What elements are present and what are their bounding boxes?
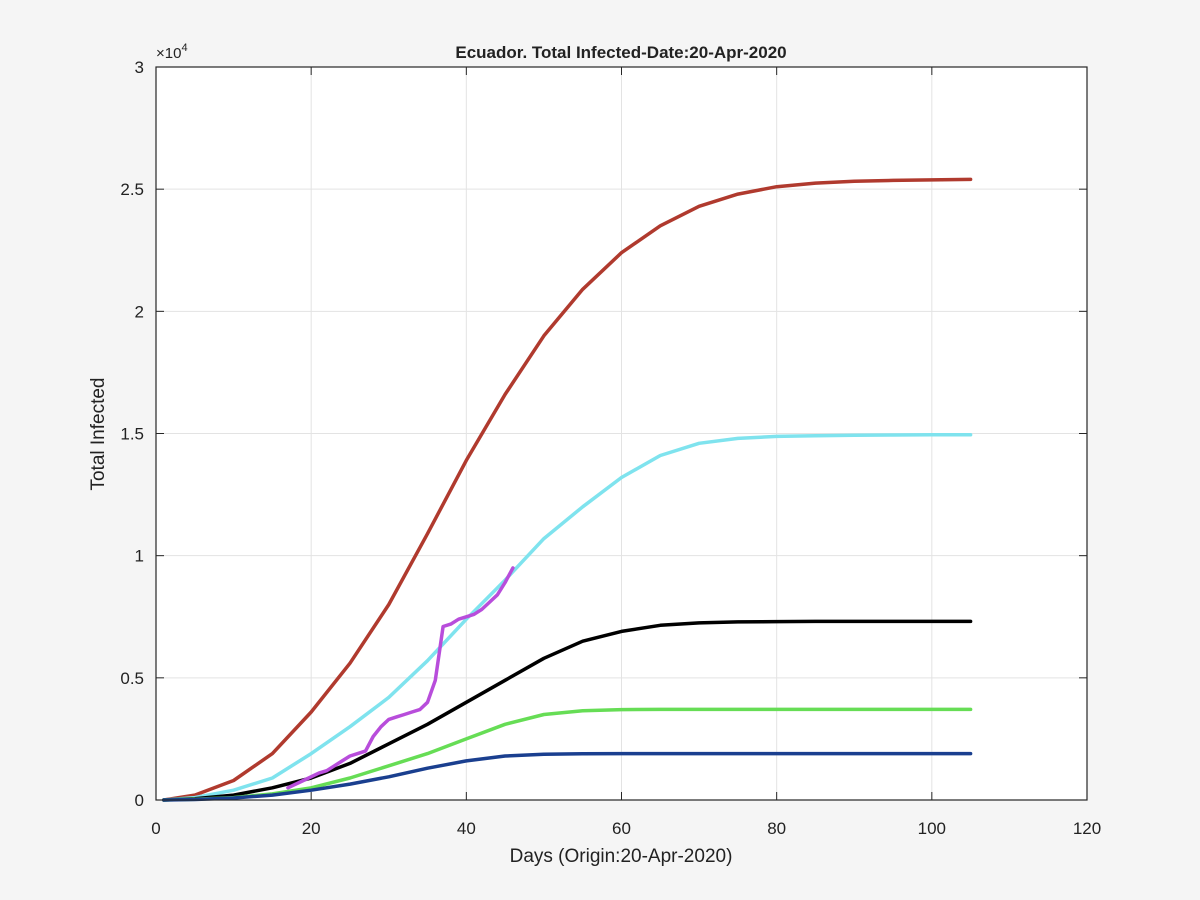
- y-tick-label: 3: [135, 58, 144, 77]
- x-tick-label: 100: [918, 819, 946, 838]
- y-tick-label: 1.5: [120, 425, 144, 444]
- x-tick-label: 80: [767, 819, 786, 838]
- series-line-1: [162, 177, 973, 802]
- chart-title: Ecuador. Total Infected-Date:20-Apr-2020: [455, 43, 786, 62]
- x-tick-label: 40: [457, 819, 476, 838]
- series-line-4: [162, 707, 973, 802]
- axis-ticks: 0 20 40 60 80 100 120 0 0.5 1 1.5 2 2.5 3: [120, 58, 1101, 838]
- x-tick-label: 20: [302, 819, 321, 838]
- x-tick-label: 120: [1073, 819, 1101, 838]
- y-tick-label: 2.5: [120, 180, 144, 199]
- y-tick-label: 1: [135, 547, 144, 566]
- y-tick-label: 0.5: [120, 669, 144, 688]
- y-tick-label: 2: [135, 302, 144, 321]
- y-exponent-label: ×104: [156, 42, 188, 62]
- series-line-6: [286, 566, 515, 790]
- series-line-5: [162, 751, 973, 802]
- y-axis-label: Total Infected: [88, 377, 109, 490]
- y-tick-label: 0: [135, 791, 144, 810]
- x-tick-label: 0: [151, 819, 160, 838]
- x-tick-label: 60: [612, 819, 631, 838]
- x-axis-label: Days (Origin:20-Apr-2020): [510, 846, 733, 867]
- series-layer: [162, 177, 973, 802]
- series-line-2: [162, 432, 973, 802]
- series-line-3: [162, 619, 973, 802]
